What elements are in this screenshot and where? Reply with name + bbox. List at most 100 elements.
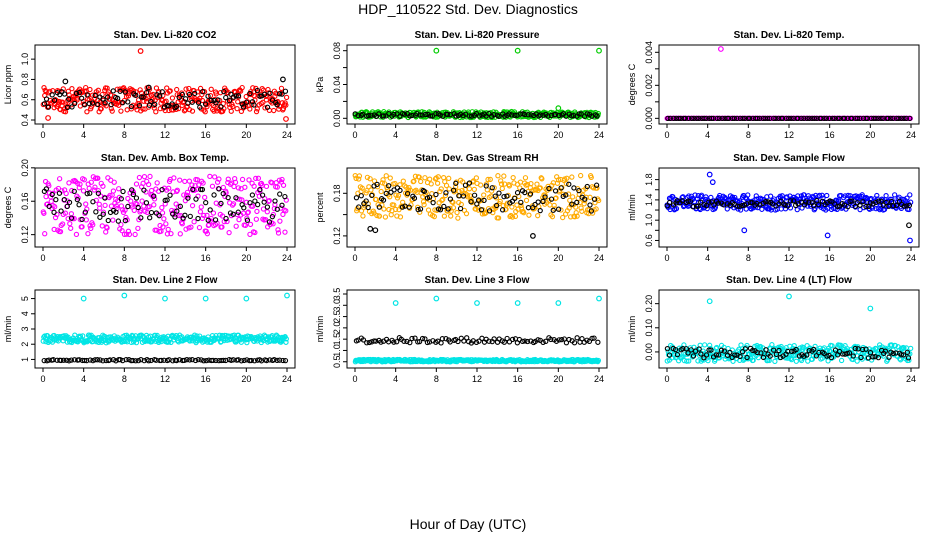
x-tick-label: 20: [865, 253, 875, 263]
data-point: [76, 89, 83, 96]
x-tick-label: 12: [472, 130, 482, 140]
data-point: [506, 111, 512, 117]
data-point: [161, 357, 167, 363]
data-point: [216, 332, 223, 338]
data-point: [489, 185, 495, 191]
data-point: [138, 357, 144, 363]
plot-frame: [346, 289, 608, 369]
data-point: [66, 180, 72, 186]
x-tick-label: 12: [784, 130, 794, 140]
data-point: [283, 339, 289, 345]
data-point: [778, 198, 784, 204]
x-tick-label: 0: [40, 130, 45, 140]
data-point: [729, 194, 736, 200]
data-point: [169, 101, 175, 107]
x-tick-label: 12: [472, 253, 482, 263]
data-point: [757, 115, 763, 121]
data-point: [734, 115, 740, 121]
data-point: [835, 115, 841, 121]
data-point: [72, 100, 78, 107]
data-point: [210, 102, 216, 109]
data-point: [439, 197, 445, 203]
data-point: [233, 223, 239, 229]
data-point: [818, 115, 824, 121]
data-point: [283, 336, 289, 342]
data-point: [527, 191, 534, 197]
data-point: [778, 343, 784, 350]
data-point: [785, 203, 791, 209]
data-point: [878, 115, 884, 121]
data-point: [182, 96, 189, 102]
data-point: [216, 176, 222, 182]
data-point: [896, 115, 902, 121]
data-point: [263, 357, 270, 364]
data-point: [141, 174, 148, 180]
data-point: [59, 221, 66, 227]
data-point: [82, 209, 89, 215]
data-point: [434, 180, 441, 186]
data-point: [146, 203, 153, 210]
data-point: [135, 204, 141, 211]
data-point: [875, 354, 882, 361]
data-point: [257, 186, 263, 193]
data-point: [79, 95, 85, 101]
data-point: [590, 185, 597, 191]
data-point: [427, 176, 433, 182]
data-point: [525, 205, 532, 211]
data-point: [476, 338, 482, 344]
data-point: [882, 348, 889, 354]
data-point: [283, 102, 289, 108]
data-point: [548, 336, 554, 343]
data-point: [417, 206, 424, 212]
x-tick-label: 4: [705, 374, 710, 384]
data-point: [110, 88, 116, 94]
x-tick-label: 0: [664, 253, 669, 263]
panel-2: Stan. Dev. Li-820 Pressure kPa 0 4 8 12 16 20 24…: [315, 30, 608, 140]
data-point: [153, 109, 159, 115]
data-point: [251, 358, 258, 364]
data-point: [433, 191, 439, 198]
data-point: [100, 209, 107, 215]
data-point: [679, 194, 685, 201]
data-point: [189, 356, 195, 363]
data-point: [904, 195, 910, 201]
data-point: [701, 115, 707, 121]
data-point: [376, 213, 383, 219]
data-point: [667, 115, 673, 121]
data-point: [190, 186, 196, 193]
data-point: [68, 211, 75, 217]
data-point: [584, 183, 590, 190]
data-point: [767, 353, 773, 359]
data-point: [555, 177, 562, 183]
data-point: [735, 206, 741, 212]
data-point: [553, 195, 559, 201]
data-point: [676, 115, 682, 121]
outlier-point: [145, 84, 152, 91]
data-point: [122, 217, 129, 224]
data-point: [586, 338, 593, 344]
data-point: [136, 174, 143, 181]
data-point: [57, 228, 64, 235]
data-point: [706, 347, 712, 353]
data-point: [272, 93, 278, 99]
data-point: [45, 104, 52, 110]
data-point: [523, 197, 530, 204]
data-point: [426, 194, 433, 200]
data-point: [199, 91, 205, 98]
y-tick-label: 1.0: [644, 214, 654, 227]
data-point: [574, 335, 580, 341]
x-tick-label: 24: [906, 130, 916, 140]
data-point: [453, 113, 459, 119]
data-point: [534, 181, 540, 187]
data-point: [740, 115, 746, 121]
data-point: [734, 203, 741, 209]
data-point: [186, 178, 193, 184]
data-point: [274, 357, 280, 364]
data-point: [355, 112, 361, 119]
data-point: [893, 202, 900, 209]
plot-frame: [34, 289, 296, 369]
data-point: [138, 215, 144, 221]
data-point: [431, 213, 437, 220]
data-point: [826, 115, 833, 121]
data-point: [571, 340, 578, 346]
